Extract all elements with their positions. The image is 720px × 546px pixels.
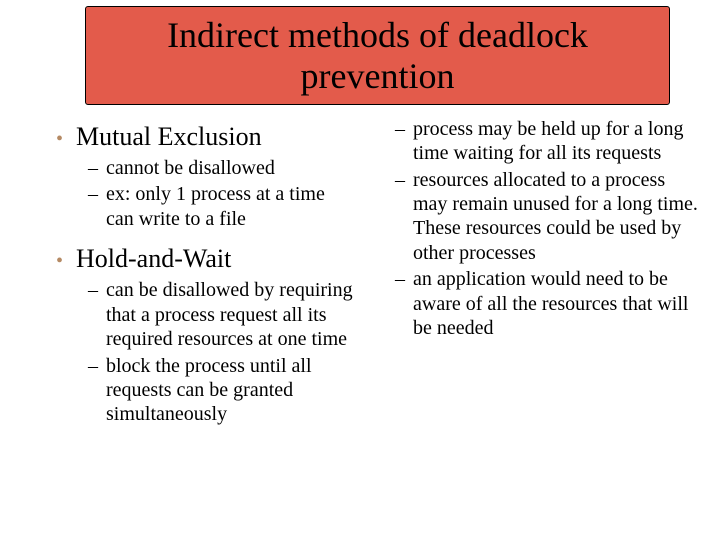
slide-title: Indirect methods of deadlock prevention <box>96 15 659 98</box>
sub-text: resources allocated to a process may rem… <box>413 168 700 266</box>
sub-bullet: – cannot be disallowed <box>88 156 353 180</box>
sub-text: ex: only 1 process at a time can write t… <box>106 182 353 231</box>
sub-text: block the process until all requests can… <box>106 354 353 427</box>
bullet-mutual-exclusion: • Mutual Exclusion <box>56 121 353 152</box>
sub-text: an application would need to be aware of… <box>413 267 700 340</box>
dash-icon: – <box>88 183 106 206</box>
sub-bullet: – an application would need to be aware … <box>395 267 700 340</box>
bullet-dot-icon: • <box>56 250 76 273</box>
title-box: Indirect methods of deadlock prevention <box>85 6 670 105</box>
sub-bullet: – ex: only 1 process at a time can write… <box>88 182 353 231</box>
left-column: • Mutual Exclusion – cannot be disallowe… <box>20 115 363 429</box>
dash-icon: – <box>88 355 106 378</box>
dash-icon: – <box>395 118 413 141</box>
dash-icon: – <box>395 169 413 192</box>
sub-text: process may be held up for a long time w… <box>413 117 700 166</box>
dash-icon: – <box>395 268 413 291</box>
sub-bullet: – can be disallowed by requiring that a … <box>88 278 353 351</box>
sub-bullet: – process may be held up for a long time… <box>395 117 700 166</box>
sub-text: can be disallowed by requiring that a pr… <box>106 278 353 351</box>
heading-text: Mutual Exclusion <box>76 121 262 152</box>
right-column: – process may be held up for a long time… <box>363 115 700 429</box>
heading-text: Hold-and-Wait <box>76 243 231 274</box>
sub-text: cannot be disallowed <box>106 156 275 180</box>
bullet-hold-and-wait: • Hold-and-Wait <box>56 243 353 274</box>
sub-bullet: – resources allocated to a process may r… <box>395 168 700 266</box>
dash-icon: – <box>88 279 106 302</box>
sub-bullet: – block the process until all requests c… <box>88 354 353 427</box>
bullet-dot-icon: • <box>56 128 76 151</box>
content-area: • Mutual Exclusion – cannot be disallowe… <box>0 105 720 429</box>
dash-icon: – <box>88 157 106 180</box>
